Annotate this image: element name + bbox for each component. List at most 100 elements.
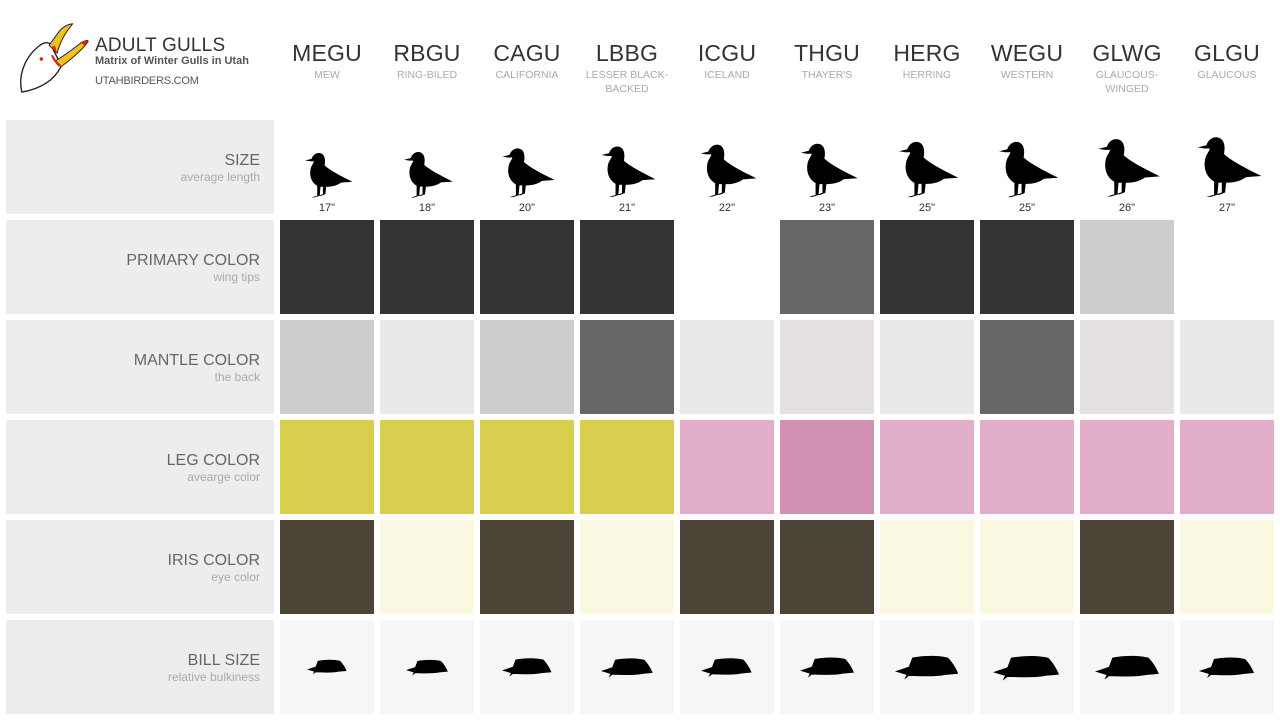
bill-cell-herg <box>880 620 974 714</box>
column-header-glwg: GLWG GLAUCOUS-WINGED <box>1077 40 1177 96</box>
bill-silhouette-icon <box>1199 657 1254 678</box>
leg-color-swatch-rbgu <box>380 420 474 514</box>
row-title: IRIS COLOR <box>167 552 260 569</box>
row-label-mantle-color: MANTLE COLOR the back <box>6 320 274 414</box>
iris-color-swatch-cagu <box>480 520 574 614</box>
size-value: 20" <box>518 202 536 214</box>
leg-color-swatch-thgu <box>780 420 874 514</box>
column-header-lbbg: LBBG LESSER BLACK-BACKED <box>577 40 677 96</box>
size-value: 23" <box>818 202 836 214</box>
gull-silhouette-icon <box>404 151 454 198</box>
primary-color-swatch-wegu <box>980 220 1074 314</box>
mantle-color-swatch-wegu <box>980 320 1074 414</box>
size-cell-glgu: 27" <box>1180 120 1274 214</box>
mantle-color-swatch-lbbg <box>580 320 674 414</box>
species-name: WESTERN <box>1000 69 1054 81</box>
species-code: MEGU <box>292 40 362 66</box>
bill-silhouette-icon <box>600 658 653 678</box>
primary-color-swatch-lbbg <box>580 220 674 314</box>
column-header-wegu: WEGU WESTERN <box>977 40 1077 82</box>
leg-color-swatch-glgu <box>1180 420 1274 514</box>
brand-url-link[interactable]: UTAHBIRDERS.COM <box>95 75 199 87</box>
bill-silhouette-icon <box>894 656 959 680</box>
mantle-color-swatch-cagu <box>480 320 574 414</box>
row-title: MANTLE COLOR <box>133 352 260 369</box>
species-name: GLAUCOUS <box>1197 69 1257 81</box>
mantle-color-swatch-glgu <box>1180 320 1274 414</box>
size-cell-lbbg: 21" <box>580 120 674 214</box>
row-label-leg-color: LEG COLOR avearge color <box>6 420 274 514</box>
gull-silhouette-icon <box>1197 137 1262 197</box>
row-title: SIZE <box>224 152 260 169</box>
iris-color-swatch-wegu <box>980 520 1074 614</box>
row-subtitle: avearge color <box>187 470 260 484</box>
iris-color-swatch-glgu <box>1180 520 1274 614</box>
gull-silhouette-icon <box>601 146 656 198</box>
column-header-herg: HERG HERRING <box>877 40 977 82</box>
size-cell-rbgu: 18" <box>380 120 474 214</box>
mantle-color-swatch-icgu <box>680 320 774 414</box>
species-code: GLWG <box>1092 40 1162 66</box>
column-header-icgu: ICGU ICELAND <box>677 40 777 82</box>
mantle-color-swatch-thgu <box>780 320 874 414</box>
gull-silhouette-icon <box>304 152 353 198</box>
row-label-primary-color: PRIMARY COLOR wing tips <box>6 220 274 314</box>
gull-silhouette-icon <box>999 141 1059 197</box>
leg-color-swatch-herg <box>880 420 974 514</box>
mantle-color-swatch-herg <box>880 320 974 414</box>
gull-silhouette-icon <box>1098 139 1160 197</box>
bill-silhouette-icon <box>405 659 448 676</box>
bill-cell-rbgu <box>380 620 474 714</box>
brand-header: ADULT GULLS Matrix of Winter Gulls in Ut… <box>14 18 274 98</box>
bill-silhouette-icon <box>1094 655 1159 680</box>
column-header-thgu: THGU THAYER'S <box>777 40 877 82</box>
species-code: WEGU <box>990 40 1064 66</box>
size-cell-icgu: 22" <box>680 120 774 214</box>
size-value: 21" <box>618 202 636 214</box>
leg-color-swatch-lbbg <box>580 420 674 514</box>
bill-cell-lbbg <box>580 620 674 714</box>
bill-silhouette-icon <box>701 658 752 678</box>
row-label-size: SIZE average length <box>6 120 274 214</box>
size-cell-wegu: 25" <box>980 120 1074 214</box>
size-value: 27" <box>1218 202 1236 214</box>
row-subtitle: eye color <box>211 570 260 584</box>
size-cell-herg: 25" <box>880 120 974 214</box>
leg-color-swatch-cagu <box>480 420 574 514</box>
species-code: HERG <box>893 40 961 66</box>
species-code: THGU <box>794 40 860 66</box>
bill-cell-wegu <box>980 620 1074 714</box>
iris-color-swatch-lbbg <box>580 520 674 614</box>
primary-color-swatch-cagu <box>480 220 574 314</box>
size-cell-megu: 17" <box>280 120 374 214</box>
species-name: ICELAND <box>704 69 750 81</box>
primary-color-swatch-icgu <box>680 220 774 314</box>
primary-color-swatch-herg <box>880 220 974 314</box>
iris-color-swatch-thgu <box>780 520 874 614</box>
row-label-bill-size: BILL SIZE relative bulkiness <box>6 620 274 714</box>
iris-color-swatch-megu <box>280 520 374 614</box>
bill-cell-icgu <box>680 620 774 714</box>
size-value: 22" <box>718 202 736 214</box>
bill-cell-cagu <box>480 620 574 714</box>
bill-cell-glgu <box>1180 620 1274 714</box>
species-name: LESSER BLACK-BACKED <box>585 69 669 95</box>
column-header-rbgu: RBGU RING-BILED <box>377 40 477 82</box>
row-subtitle: the back <box>214 370 260 384</box>
row-subtitle: wing tips <box>213 270 260 284</box>
species-code: GLGU <box>1194 40 1260 66</box>
leg-color-swatch-wegu <box>980 420 1074 514</box>
row-subtitle: average length <box>180 170 260 184</box>
species-code: RBGU <box>393 40 461 66</box>
row-subtitle: relative bulkiness <box>167 670 260 684</box>
bill-cell-thgu <box>780 620 874 714</box>
primary-color-swatch-megu <box>280 220 374 314</box>
leg-color-swatch-megu <box>280 420 374 514</box>
iris-color-swatch-icgu <box>680 520 774 614</box>
iris-color-swatch-glwg <box>1080 520 1174 614</box>
column-header-cagu: CAGU CALIFORNIA <box>477 40 577 82</box>
bill-silhouette-icon <box>993 655 1060 681</box>
size-value: 25" <box>918 202 936 214</box>
row-label-iris-color: IRIS COLOR eye color <box>6 520 274 614</box>
primary-color-swatch-rbgu <box>380 220 474 314</box>
